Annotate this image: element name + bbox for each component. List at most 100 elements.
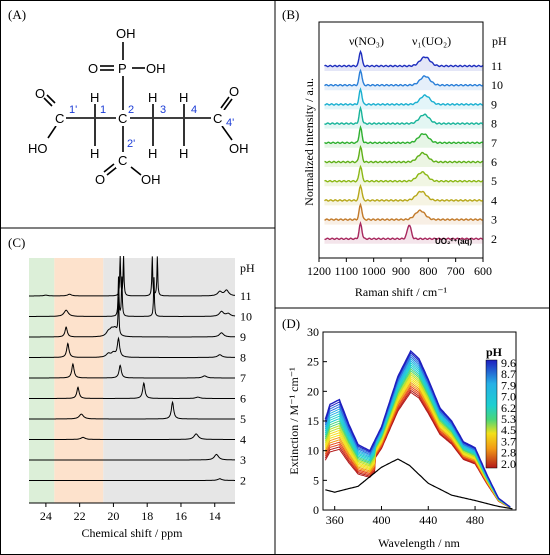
carbon-number-3: 3 <box>160 104 166 116</box>
raman-x-tick-label-1100: 1100 <box>335 264 359 278</box>
atom-c1: C <box>55 111 64 126</box>
raman-series-ph-11 <box>324 49 484 68</box>
atom-o-c6: O <box>95 172 105 187</box>
raman-x-tick-label-700: 700 <box>447 264 465 278</box>
raman-ph-label-4: 4 <box>491 193 497 207</box>
uvvis-legend-ph-2.8: 2.8 <box>501 446 516 460</box>
nmr-x-tick-label-20: 20 <box>107 509 119 523</box>
nmr-ph-label-2: 2 <box>240 474 246 488</box>
nmr-ph-label-10: 10 <box>240 310 252 324</box>
panel-b-series <box>324 49 484 244</box>
uvvis-legend-ph-7.9: 7.9 <box>501 378 516 392</box>
uvvis-y-tick-label-5: 5 <box>313 473 319 487</box>
panel-b-x-ticks: 1200 1100 1000 900 800 700 600 <box>307 258 492 278</box>
nmr-x-tick-label-24: 24 <box>40 509 52 523</box>
raman-x-tick-label-1200: 1200 <box>307 264 331 278</box>
uvvis-y-tick-label-25: 25 <box>307 355 319 369</box>
uvvis-x-tick-label-440: 440 <box>419 513 437 527</box>
nmr-ph-label-4: 4 <box>240 433 246 447</box>
panel-b-y-label: Normalized intensity / a.u. <box>302 78 316 206</box>
panel-d-x-label: Wavelength / nm <box>378 536 460 550</box>
atom-h-c2-top: H <box>90 90 99 105</box>
uvvis-y-tick-label-15: 15 <box>307 414 319 428</box>
raman-ph-label-2: 2 <box>491 232 497 246</box>
panel-b-x-label: Raman shift / cm⁻¹ <box>355 285 448 299</box>
nmr-shaded-region-3 <box>103 258 236 503</box>
nmr-series-ph-7 <box>29 362 235 379</box>
bond-c1-oh <box>47 125 57 139</box>
raman-series-ph-5 <box>324 164 484 183</box>
atom-h-c4-bottom: H <box>179 146 188 161</box>
raman-series-ph-3 <box>324 202 483 221</box>
carbon-number-4: 4 <box>191 104 197 116</box>
raman-band-ph-9 <box>324 89 483 110</box>
atom-oh-c5: OH <box>229 141 249 156</box>
atom-oh-top: OH <box>116 26 136 41</box>
raman-x-tick-label-600: 600 <box>474 264 492 278</box>
nmr-series-ph-10 <box>29 276 236 317</box>
panel-a-label: (A) <box>8 7 26 22</box>
bond-c5-oh <box>221 125 233 141</box>
raman-band-ph-11 <box>324 51 483 71</box>
uvvis-curve-20 <box>324 354 511 508</box>
atom-c5: C <box>213 111 222 126</box>
bond-c6-o-b <box>106 166 118 176</box>
bond-c1-o-b <box>46 94 56 104</box>
uvvis-curve-lowest <box>325 458 513 510</box>
nmr-series-ph-11 <box>29 255 235 297</box>
raman-ph-label-3: 3 <box>491 213 497 227</box>
panel-d-label: (D) <box>282 316 300 331</box>
panel-b-peak-nitrate: ν(NO₃) <box>349 34 384 48</box>
nmr-ph-label-6: 6 <box>240 392 246 406</box>
atom-o-left: O <box>88 61 98 76</box>
nmr-x-tick-label-22: 22 <box>74 509 86 523</box>
raman-band-ph-7 <box>324 127 483 148</box>
panel-d-legend-labels: 9.68.77.97.06.25.34.53.72.82.0 <box>501 356 516 471</box>
panel-d-curves <box>324 349 513 510</box>
atom-oh-right: OH <box>146 61 166 76</box>
uvvis-legend-ph-6.2: 6.2 <box>501 401 516 415</box>
carbon-number-2p: 2' <box>127 138 135 150</box>
raman-band-ph-5 <box>324 166 483 187</box>
nmr-ph-label-8: 8 <box>240 351 246 365</box>
raman-ph-label-7: 7 <box>491 136 497 150</box>
raman-ph-label-8: 8 <box>491 117 497 131</box>
panel-c: (C) 24 22 20 18 16 14 Chemical shift / ppm pH… <box>8 235 255 540</box>
panel-d-colorbar <box>485 359 498 469</box>
nmr-shaded-region-1 <box>29 258 55 503</box>
panel-a: (A) OH O P OH O C <box>8 7 249 187</box>
nmr-x-tick-label-14: 14 <box>209 509 221 523</box>
atom-h-c4-top: H <box>179 90 188 105</box>
panel-b-ph-header: pH <box>492 34 507 48</box>
uvvis-legend-ph-7.0: 7.0 <box>501 390 516 404</box>
atom-o-c5: O <box>229 84 239 99</box>
atom-o-c1: O <box>35 86 45 101</box>
nmr-series-ph-4 <box>29 433 235 440</box>
uvvis-legend-ph-4.5: 4.5 <box>501 423 516 437</box>
panel-c-ph-labels: 11 10 9 8 7 6 5 4 3 2 <box>240 289 252 488</box>
raman-x-tick-label-1000: 1000 <box>362 264 386 278</box>
uvvis-legend-ph-2.0: 2.0 <box>501 457 516 471</box>
uvvis-curve-22 <box>324 349 511 508</box>
panel-d-y-label: Extinction / M⁻¹ cm⁻¹ <box>287 367 301 475</box>
uvvis-legend-ph-5.3: 5.3 <box>501 412 516 426</box>
uvvis-x-tick-label-360: 360 <box>326 513 344 527</box>
atom-h-c3-bottom: H <box>148 146 157 161</box>
panel-d-legend-title: pH <box>486 345 503 359</box>
nmr-x-tick-label-18: 18 <box>141 509 153 523</box>
atom-ho-c1: HO <box>28 141 48 156</box>
bond-c1-o-a <box>43 97 53 107</box>
raman-ph-label-11: 11 <box>491 59 503 73</box>
raman-band-ph-3 <box>324 204 483 225</box>
panel-d-ticks: 360 400 440 480 0 5 10 15 20 25 30 <box>307 325 484 527</box>
atom-oh-c6: OH <box>141 172 161 187</box>
panel-c-series <box>29 255 236 481</box>
uvvis-legend-ph-9.6: 9.6 <box>501 356 516 370</box>
uvvis-y-tick-label-0: 0 <box>313 503 319 517</box>
raman-series-ph-10 <box>324 68 484 87</box>
panel-d: (D) 360 400 440 480 0 5 10 15 20 25 30 Wavelength … <box>282 316 517 550</box>
nmr-series-ph-2 <box>29 478 235 481</box>
raman-ph-label-6: 6 <box>491 155 497 169</box>
nmr-ph-label-5: 5 <box>240 412 246 426</box>
carbon-number-1p: 1' <box>69 104 77 116</box>
